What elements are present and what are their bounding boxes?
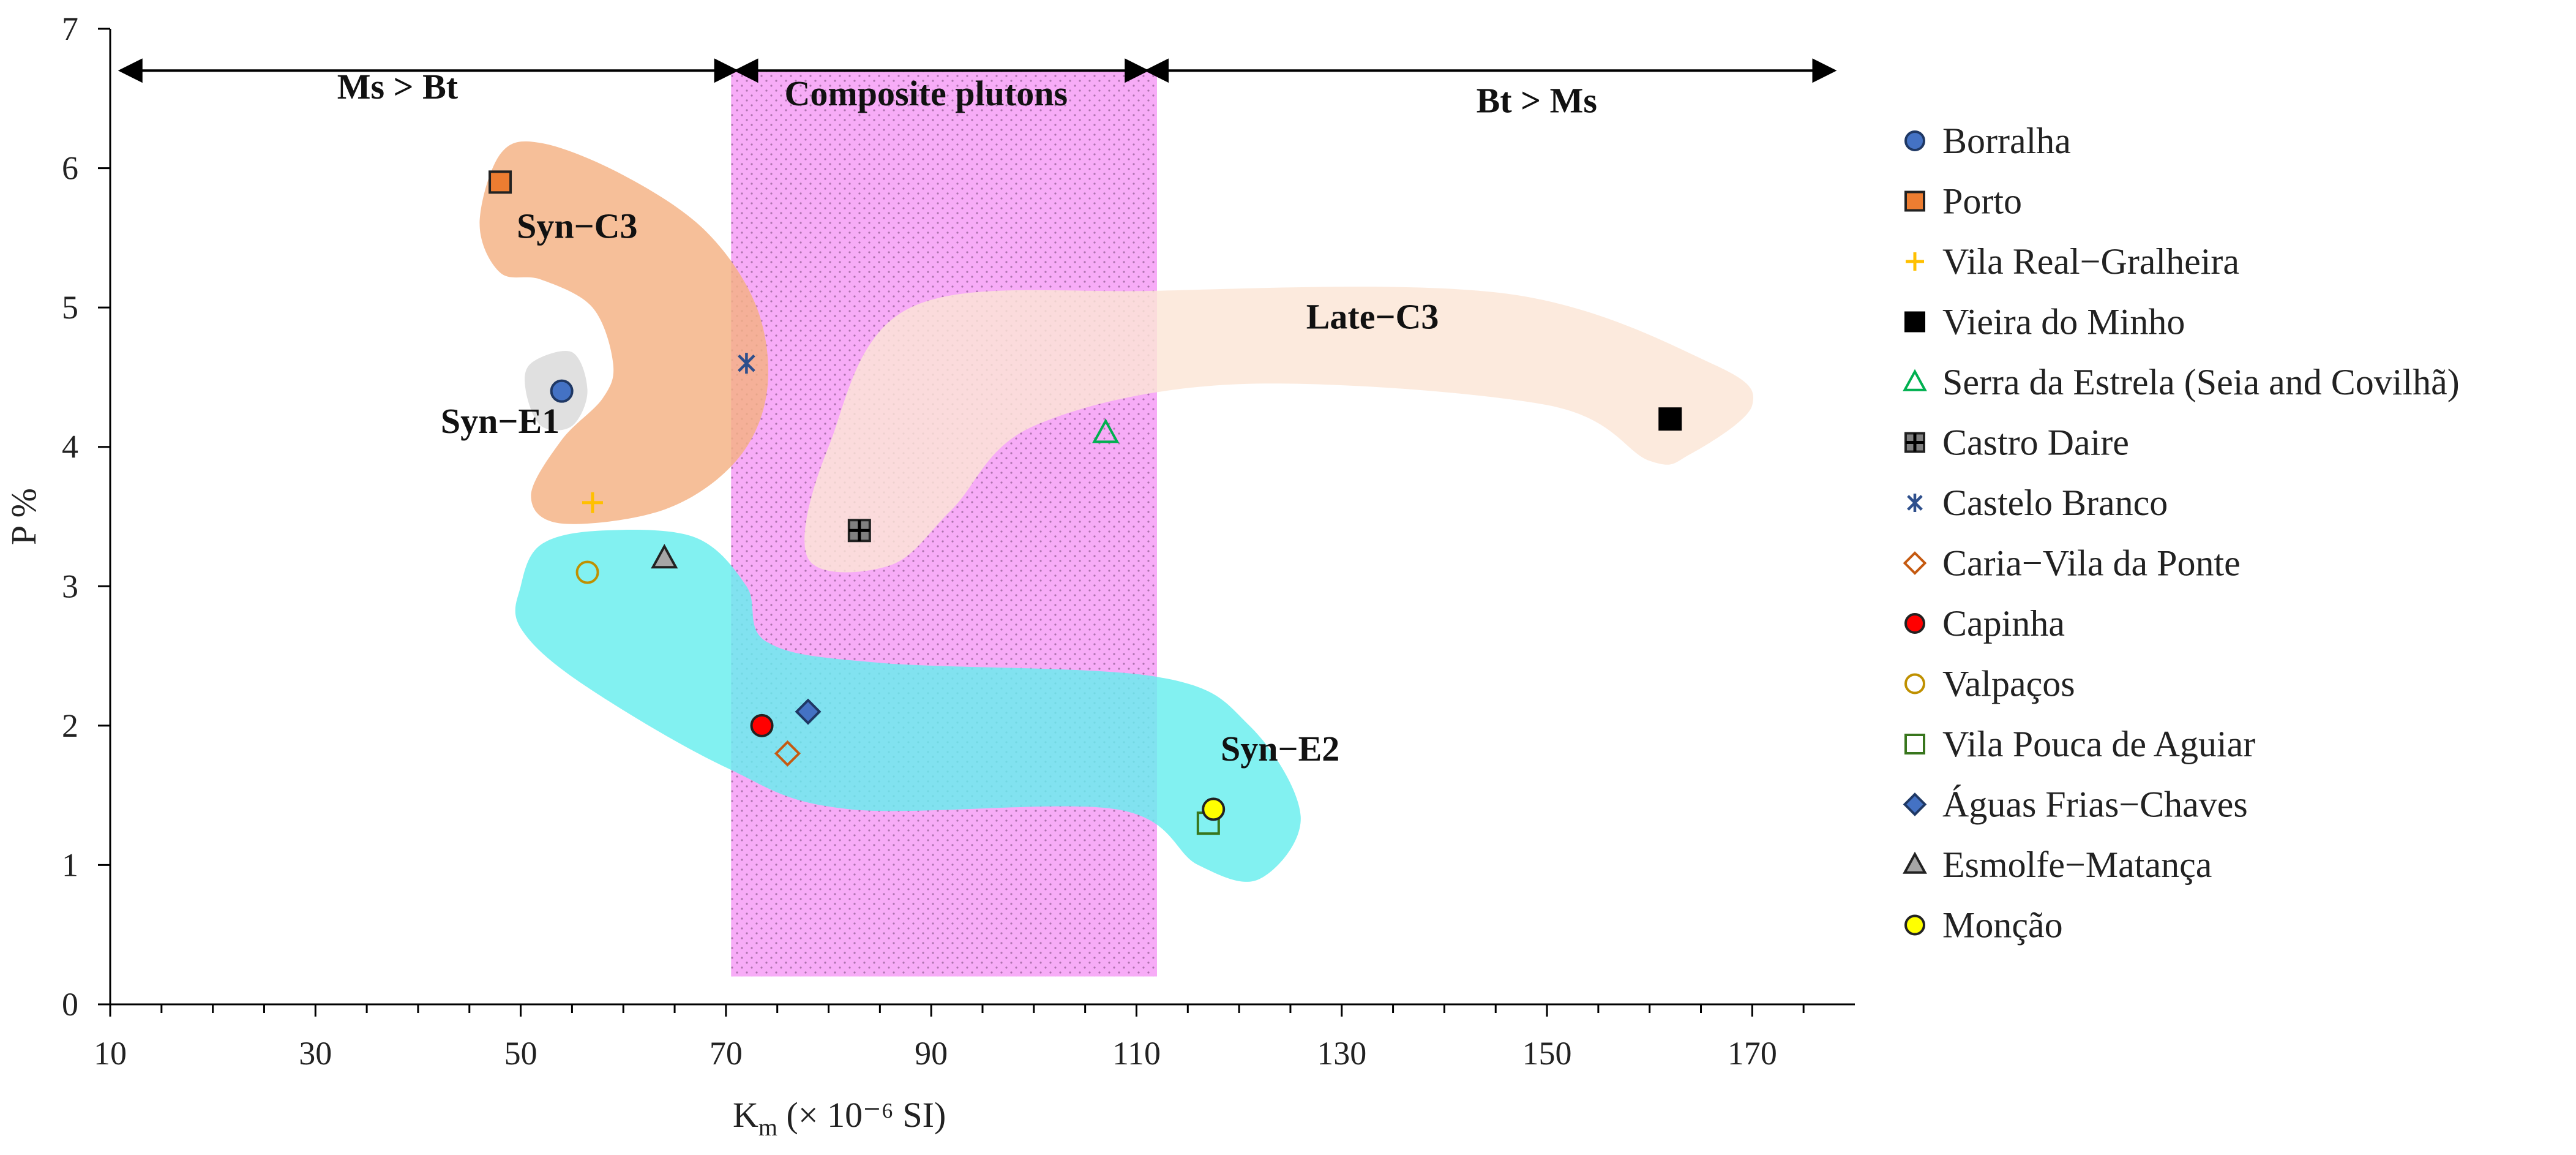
point-castro-daire: [847, 519, 871, 543]
legend-marker-vila-pouca-de-aguiar: [1904, 734, 1925, 754]
legend-item: Vila Real−Gralheira: [1906, 241, 2239, 282]
legend-label: Vila Pouca de Aguiar: [1942, 724, 2255, 764]
point-porto: [489, 170, 512, 194]
legend-item: Valpaços: [1904, 664, 2075, 704]
x-tick-label: 30: [299, 1035, 332, 1072]
point-borralha: [550, 379, 574, 403]
y-tick-label: 6: [62, 150, 78, 187]
range-label-composite-plutons: Composite plutons: [785, 73, 1068, 113]
y-tick-label: 5: [62, 289, 78, 326]
x-tick-label: 110: [1112, 1035, 1161, 1072]
y-tick-label: 2: [62, 707, 78, 744]
point-esmolfe-matanca: [651, 544, 678, 569]
legend-item: Borralha: [1904, 121, 2071, 161]
point-valpacos: [575, 560, 599, 584]
legend-marker-castelo-branco: [1907, 494, 1923, 512]
region-syn-c3: [479, 141, 769, 524]
legend-marker-valpacos: [1904, 673, 1925, 694]
legend-item: Vila Pouca de Aguiar: [1904, 724, 2255, 764]
legend-label: Serra da Estrela (Seia and Covilhã): [1942, 362, 2460, 402]
region-label-syn-e2: Syn−E2: [1221, 729, 1339, 769]
region-late-c3: [804, 287, 1754, 573]
y-tick-label: 4: [62, 429, 78, 465]
legend-item: Castelo Branco: [1907, 483, 2168, 523]
legend-marker-borralha: [1904, 130, 1925, 151]
legend-item: Águas Frias−Chaves: [1903, 784, 2248, 825]
point-moncao: [1202, 797, 1226, 821]
legend-marker-capinha: [1904, 613, 1925, 634]
legend-label: Monção: [1942, 905, 2063, 946]
legend-item: Vieira do Minho: [1904, 302, 2185, 342]
point-castelo-branco: [738, 353, 755, 374]
marker-cross: [848, 520, 870, 541]
legend-item: Capinha: [1904, 603, 2065, 644]
legend-label: Vieira do Minho: [1942, 302, 2185, 342]
legend-label: Borralha: [1942, 121, 2071, 161]
legend-marker-moncao: [1904, 914, 1925, 936]
point-aguas-frias-chaves: [795, 698, 822, 725]
legend-label: Valpaços: [1942, 664, 2075, 704]
legend-label: Esmolfe−Matança: [1942, 845, 2212, 885]
point-capinha: [750, 713, 774, 737]
region-label-syn-c3: Syn−C3: [517, 206, 637, 246]
y-tick-label: 1: [62, 846, 78, 883]
x-axis-title: Km (× 10⁻⁶ SI): [733, 1095, 946, 1141]
y-tick-label: 3: [62, 568, 78, 604]
legend-item: Porto: [1904, 181, 2022, 222]
legend-marker-aguas-frias-chaves: [1903, 792, 1927, 816]
legend-marker-vieira-do-minho: [1904, 311, 1925, 333]
x-tick-label: 50: [504, 1035, 537, 1072]
point-serra-da-estrela-seia-and-covilha: [1092, 418, 1120, 443]
point-caria-vila-da-ponte: [774, 740, 801, 767]
composite-plutons-band: [731, 70, 1157, 977]
range-label-ms-bt: Ms > Bt: [337, 67, 459, 107]
point-vieira-do-minho: [1658, 407, 1682, 431]
legend-label: Porto: [1942, 181, 2022, 222]
region-label-syn-e1: Syn−E1: [441, 401, 560, 441]
legend-item: Esmolfe−Matança: [1903, 845, 2212, 885]
marker-cross: [1906, 433, 1924, 452]
y-tick-label: 0: [62, 986, 78, 1023]
legend-item: Caria−Vila da Ponte: [1903, 543, 2241, 584]
legend-marker-caria-vila-da-ponte: [1903, 551, 1927, 575]
legend-label: Águas Frias−Chaves: [1942, 784, 2248, 825]
region-label-late-c3: Late−C3: [1306, 296, 1439, 336]
legend-item: Serra da Estrela (Seia and Covilhã): [1903, 362, 2460, 402]
legend-marker-serra-da-estrela-seia-and-covilha: [1903, 369, 1927, 391]
y-axis-title: P %: [4, 488, 43, 545]
legend-marker-castro-daire: [1904, 432, 1925, 453]
legend-item: Monção: [1904, 905, 2063, 946]
legend-marker-vila-real-gralheira: [1906, 252, 1924, 271]
legend-label: Vila Real−Gralheira: [1942, 241, 2239, 282]
point-vila-real-gralheira: [582, 492, 603, 513]
legend-label: Castelo Branco: [1942, 483, 2168, 523]
x-tick-label: 170: [1728, 1035, 1777, 1072]
legend-label: Capinha: [1942, 603, 2065, 644]
legend-marker-porto: [1904, 190, 1925, 212]
range-label-bt-ms: Bt > Ms: [1477, 81, 1597, 121]
x-tick-label: 150: [1522, 1035, 1572, 1072]
x-tick-label: 10: [94, 1035, 127, 1072]
x-tick-label: 70: [710, 1035, 743, 1072]
legend-label: Caria−Vila da Ponte: [1942, 543, 2241, 584]
y-tick-label: 7: [62, 10, 78, 47]
legend-item: Castro Daire: [1904, 423, 2129, 463]
legend-label: Castro Daire: [1942, 423, 2129, 463]
x-tick-label: 90: [915, 1035, 948, 1072]
legend-marker-esmolfe-matanca: [1903, 851, 1927, 874]
region-syn-e2: [515, 530, 1301, 882]
x-tick-label: 130: [1317, 1035, 1366, 1072]
